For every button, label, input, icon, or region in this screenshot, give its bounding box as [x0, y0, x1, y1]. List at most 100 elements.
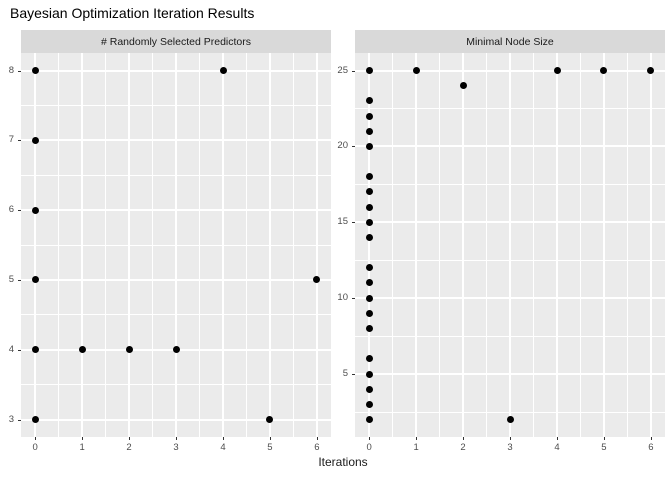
y-axis-tick: [18, 140, 21, 142]
gridline-minor: [246, 53, 247, 437]
gridline-major: [81, 53, 84, 437]
gridline-major: [222, 53, 224, 437]
gridline-major: [268, 53, 271, 437]
x-tick-label: 5: [267, 442, 273, 453]
data-point: [365, 385, 373, 393]
y-axis-tick: [352, 70, 355, 72]
data-point: [31, 276, 39, 284]
y-axis-tick: [18, 419, 21, 421]
gridline-minor: [392, 53, 394, 437]
gridline-major: [128, 53, 130, 437]
data-point: [365, 173, 373, 181]
gridline-major: [415, 53, 418, 437]
y-tick-label: 7: [8, 134, 14, 146]
y-axis-tick: [352, 222, 355, 224]
data-point: [365, 97, 373, 105]
gridline-major: [175, 53, 177, 437]
data-point: [365, 127, 373, 135]
gridline-major: [462, 53, 464, 437]
data-point: [78, 346, 86, 354]
x-tick-label: 0: [32, 442, 38, 453]
data-point: [365, 309, 373, 317]
data-point: [365, 218, 373, 226]
data-point: [459, 82, 467, 90]
gridline-major: [602, 53, 605, 437]
facet-panel-node-size: [355, 53, 665, 437]
x-axis-tick: [176, 437, 177, 440]
x-axis-tick: [463, 437, 464, 440]
x-tick-label: 0: [366, 442, 372, 453]
data-point: [31, 416, 39, 423]
data-point: [365, 294, 373, 302]
gridline-minor: [486, 53, 487, 437]
facet-strip-label: # Randomly Selected Predictors: [101, 35, 251, 48]
facet-strip-node-size: Minimal Node Size: [355, 30, 665, 53]
data-point: [365, 203, 373, 211]
data-point: [313, 276, 321, 284]
data-point: [365, 67, 373, 74]
gridline-major: [368, 53, 371, 437]
gridline-minor: [292, 53, 294, 437]
x-tick-label: 2: [460, 442, 466, 453]
facet-strip-label: Minimal Node Size: [466, 35, 554, 48]
y-tick-label: 25: [337, 64, 348, 76]
x-axis-tick: [416, 437, 418, 440]
y-tick-label: 20: [337, 140, 348, 152]
data-point: [553, 67, 561, 74]
x-tick-label: 6: [648, 442, 654, 453]
x-axis-tick: [223, 437, 224, 440]
gridline-minor: [580, 53, 581, 437]
x-axis-tick: [35, 437, 37, 440]
data-point: [365, 142, 373, 150]
data-point: [125, 346, 133, 354]
data-point: [365, 233, 373, 241]
facet-panel-predictors: [21, 53, 331, 437]
y-axis-tick: [352, 298, 355, 300]
y-axis-tick: [352, 374, 355, 375]
y-tick-label: 10: [337, 292, 348, 304]
data-point: [412, 67, 420, 74]
x-tick-label: 1: [79, 442, 85, 453]
data-point: [600, 67, 608, 74]
y-axis-tick: [352, 146, 355, 148]
x-tick-label: 4: [220, 442, 226, 453]
data-point: [365, 112, 373, 120]
data-point: [365, 370, 373, 378]
gridline-minor: [58, 53, 60, 437]
y-tick-label: 5: [8, 273, 14, 285]
x-tick-label: 3: [173, 442, 179, 453]
x-axis-tick: [82, 437, 84, 440]
y-axis-tick: [18, 349, 21, 351]
gridline-minor: [105, 53, 106, 437]
data-point: [31, 346, 39, 354]
data-point: [172, 346, 180, 354]
y-axis-tick: [18, 210, 21, 212]
gridline-major: [556, 53, 558, 437]
gridline-minor: [199, 53, 200, 437]
gridline-major: [509, 53, 511, 437]
data-point: [365, 188, 373, 196]
x-tick-label: 6: [314, 442, 320, 453]
data-point: [365, 325, 373, 332]
y-axis-tick: [18, 70, 21, 72]
data-point: [31, 136, 39, 144]
data-point: [506, 416, 514, 423]
data-point: [365, 355, 373, 363]
data-point: [31, 206, 39, 214]
y-axis-tick: [18, 279, 21, 281]
y-tick-label: 15: [337, 216, 348, 228]
data-point: [219, 67, 227, 74]
x-axis-tick: [316, 437, 318, 440]
y-tick-label: 8: [8, 64, 14, 76]
x-tick-label: 3: [507, 442, 513, 453]
x-axis-title: Iterations: [318, 455, 368, 469]
gridline-minor: [439, 53, 440, 437]
x-axis-tick: [510, 437, 511, 440]
gridline-minor: [152, 53, 153, 437]
gridline-minor: [533, 53, 534, 437]
data-point: [365, 416, 373, 423]
y-tick-label: 5: [342, 368, 348, 379]
data-point: [266, 416, 274, 423]
data-point: [365, 264, 373, 272]
